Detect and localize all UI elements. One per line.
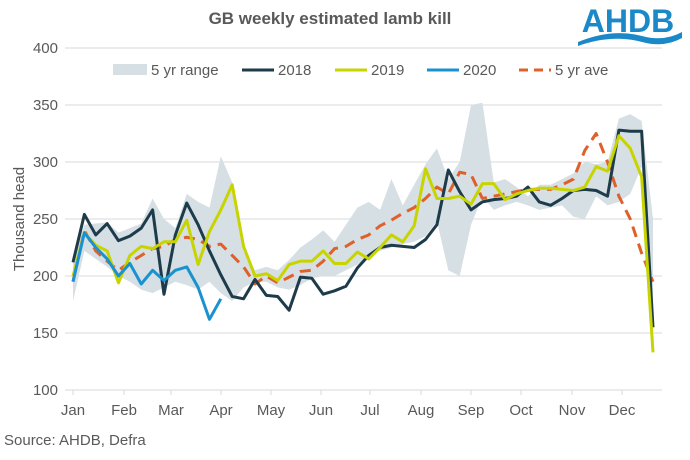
series-line-2018 — [71, 128, 655, 328]
x-tick-label: Jun — [309, 402, 333, 419]
legend-item: 5 yr range — [113, 62, 219, 79]
x-axis: Jan Feb Mar Apr May Jun Jul Aug Sep Oct Nov Dec — [61, 390, 636, 419]
ahdb-logo: AHDB — [572, 2, 684, 53]
source-note: Source: AHDB, Defra — [4, 432, 146, 449]
legend-item: 2018 — [242, 62, 311, 79]
y-tick-label: 200 — [33, 268, 58, 285]
x-tick-label: Nov — [559, 402, 586, 419]
x-tick-label: Sep — [458, 402, 485, 419]
x-tick-label: Dec — [609, 402, 636, 419]
legend-label: 5 yr ave — [555, 62, 608, 79]
y-tick-label: 300 — [33, 154, 58, 171]
legend-label: 2018 — [278, 62, 311, 79]
legend-item: 2019 — [335, 62, 404, 79]
y-axis-label: Thousand head — [11, 167, 28, 271]
x-tick-label: May — [257, 402, 286, 419]
y-tick-label: 350 — [33, 97, 58, 114]
y-tick-label: 150 — [33, 325, 58, 342]
legend-label: 2019 — [371, 62, 404, 79]
range-band — [73, 102, 653, 302]
x-tick-label: Oct — [509, 402, 533, 419]
plot-area — [71, 102, 655, 353]
legend-label: 5 yr range — [151, 62, 219, 79]
x-tick-label: Apr — [209, 402, 232, 419]
x-tick-label: Mar — [158, 402, 184, 419]
logo-wave-icon — [578, 32, 682, 46]
legend-item: 5 yr ave — [519, 62, 608, 79]
y-tick-label: 400 — [33, 40, 58, 57]
logo-text: AHDB — [582, 3, 674, 39]
legend: 5 yr range 2018 2019 2020 5 yr ave — [113, 62, 608, 79]
chart-title: GB weekly estimated lamb kill — [209, 9, 452, 28]
x-tick-label: Aug — [408, 402, 435, 419]
series-line-2019 — [71, 134, 655, 353]
y-axis: 100 150 200 250 300 350 400 — [33, 40, 58, 399]
legend-label: 2020 — [463, 62, 496, 79]
x-tick-label: Jan — [61, 402, 85, 419]
y-tick-label: 100 — [33, 382, 58, 399]
series-line-2020 — [71, 231, 223, 321]
legend-swatch — [113, 64, 147, 75]
x-tick-label: Feb — [111, 402, 137, 419]
y-tick-label: 250 — [33, 211, 58, 228]
legend-item: 2020 — [427, 62, 496, 79]
x-tick-label: Jul — [360, 402, 379, 419]
